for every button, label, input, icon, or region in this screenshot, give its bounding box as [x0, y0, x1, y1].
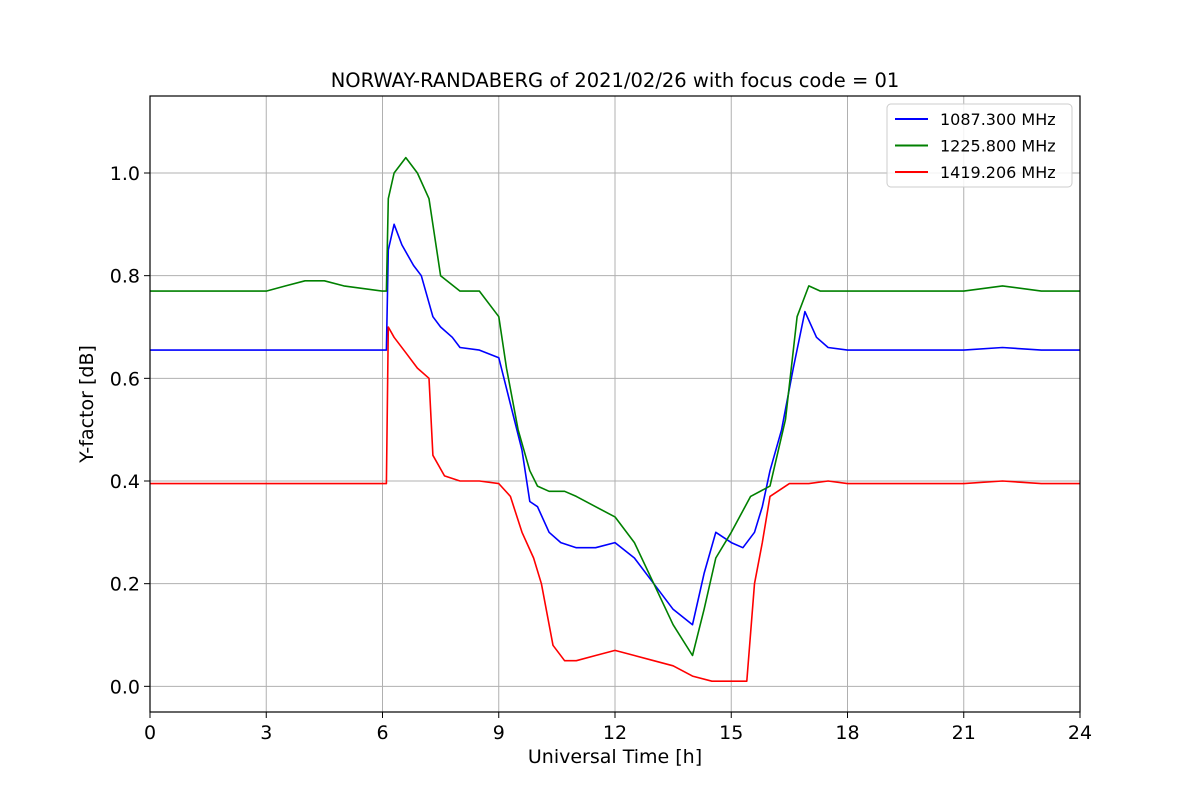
chart-title: NORWAY-RANDABERG of 2021/02/26 with focu… — [331, 69, 900, 92]
grid — [149, 96, 1081, 712]
y-tick-label: 0.4 — [110, 471, 140, 493]
y-axis-label: Y-factor [dB] — [76, 345, 98, 464]
plot-series — [150, 156, 1080, 683]
x-axis-label: Universal Time [h] — [528, 746, 702, 768]
x-tick-label: 18 — [835, 722, 859, 744]
series-line-1 — [150, 223, 1080, 626]
x-tick-label: 0 — [144, 722, 156, 744]
x-tick-label: 24 — [1068, 722, 1092, 744]
y-tick-label: 0.2 — [110, 574, 140, 596]
y-tick-label: 0.6 — [110, 368, 140, 390]
legend-label-1: 1087.300 MHz — [940, 110, 1056, 129]
series-line-3 — [150, 326, 1080, 683]
x-tick-label: 9 — [493, 722, 505, 744]
y-tick-label: 0.8 — [110, 266, 140, 288]
y-axis-ticks: 0.0 0.2 0.4 0.6 0.8 1.0 — [110, 163, 150, 698]
x-tick-label: 3 — [260, 722, 272, 744]
x-axis-ticks: 0 3 6 9 12 15 18 21 24 — [144, 712, 1092, 744]
series-line-2 — [150, 156, 1080, 657]
x-tick-label: 21 — [952, 722, 976, 744]
legend-label-2: 1225.800 MHz — [940, 137, 1056, 156]
x-tick-label: 15 — [719, 722, 743, 744]
y-tick-label: 1.0 — [110, 163, 140, 185]
legend-box — [886, 103, 1073, 188]
x-tick-label: 6 — [376, 722, 388, 744]
y-tick-label: 0.0 — [110, 676, 140, 698]
legend-label-3: 1419.206 MHz — [940, 163, 1056, 182]
x-tick-label: 12 — [603, 722, 627, 744]
legend: 1087.300 MHz 1225.800 MHz 1419.206 MHz — [886, 103, 1073, 188]
